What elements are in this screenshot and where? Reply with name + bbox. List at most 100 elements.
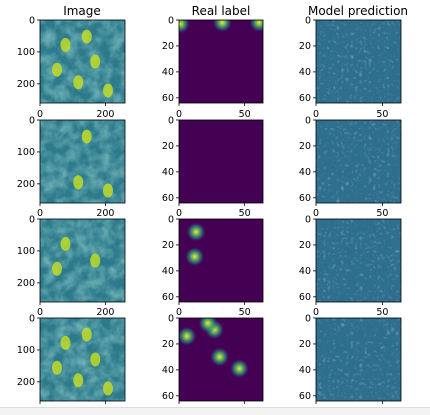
panel-label-row-1: 0 20 40 60 (162, 15, 264, 106)
x-tick-label: 0 (313, 109, 319, 120)
y-tick-label: 200 (17, 278, 35, 289)
image-bright-region (81, 129, 92, 144)
y-tick-label: 40 (162, 266, 174, 277)
image-bright-region (81, 29, 92, 44)
y-tick-label: 0 (29, 115, 35, 126)
panel-frame (39, 19, 126, 104)
y-tick-label: 20 (299, 240, 311, 251)
y-tick-label: 0 (168, 115, 174, 126)
y-tick-label: 0 (305, 313, 311, 324)
image-bright-region (90, 253, 101, 268)
x-tick-label: 0 (176, 109, 182, 120)
y-tick-label: 200 (17, 377, 35, 388)
y-tick-label: 0 (305, 214, 311, 225)
panel-image-row-3: 0 100 200 0 200 (17, 208, 126, 305)
image-texture (40, 219, 125, 302)
x-tick-label: 0 (313, 208, 319, 219)
x-tick-label: 50 (376, 307, 388, 318)
panel-frame (39, 218, 126, 303)
x-tick-label: 0 (176, 307, 182, 318)
panel-label-row-3: 0 20 40 60 0 50 (162, 208, 264, 305)
x-tick-label: 200 (96, 208, 114, 219)
prediction-highlights (316, 219, 401, 302)
x-tick-label: 50 (239, 307, 251, 318)
y-tick-label: 60 (162, 93, 174, 104)
column-title-model-prediction: Model prediction (308, 4, 408, 18)
image-bright-region (60, 236, 71, 251)
y-tick-label: 40 (299, 266, 311, 277)
y-tick-label: 0 (29, 313, 35, 324)
y-tick-label: 60 (162, 391, 174, 402)
y-tick-label: 40 (299, 167, 311, 178)
panel-image-row-1: 0 100 200 (17, 15, 126, 106)
density-blob (179, 20, 191, 34)
prediction-highlights (316, 318, 401, 401)
y-tick-label: 100 (17, 47, 35, 58)
y-tick-label: 60 (299, 391, 311, 402)
y-tick-label: 60 (299, 193, 311, 204)
y-tick-label: 40 (162, 67, 174, 78)
panel-frame (178, 119, 264, 204)
x-tick-label: 50 (376, 208, 388, 219)
image-bright-region (73, 75, 84, 90)
x-tick-label: 0 (313, 307, 319, 318)
panel-prediction-row-4: 0 20 40 60 0 50 (299, 307, 402, 404)
x-tick-label: 0 (37, 109, 43, 120)
y-tick-label: 0 (29, 214, 35, 225)
y-tick-label: 100 (17, 345, 35, 356)
y-tick-label: 60 (299, 93, 311, 104)
panel-label-row-4: 0 20 40 60 0 50 (162, 307, 264, 404)
x-tick-label: 0 (37, 307, 43, 318)
image-bright-region (103, 83, 113, 98)
column-title-image: Image (63, 4, 101, 18)
y-tick-label: 20 (299, 41, 311, 52)
x-tick-label: 50 (239, 109, 251, 120)
y-tick-label: 40 (299, 67, 311, 78)
label-background (179, 20, 263, 103)
y-tick-label: 200 (17, 79, 35, 90)
image-bright-region (52, 62, 62, 77)
horizontal-scrollbar[interactable] (0, 407, 430, 415)
panel-frame (178, 218, 264, 303)
image-bright-region (52, 261, 62, 276)
y-tick-label: 0 (168, 15, 174, 26)
image-bright-region (73, 175, 84, 190)
y-tick-label: 40 (299, 365, 311, 376)
image-bright-region (103, 183, 113, 198)
panel-label-row-2: 0 20 40 60 0 50 (162, 109, 264, 206)
y-tick-label: 60 (162, 193, 174, 204)
panel-frame (315, 19, 402, 104)
panel-prediction-row-1: 0 20 40 60 (299, 15, 402, 106)
x-tick-label: 200 (96, 109, 114, 120)
image-bright-region (73, 373, 84, 388)
y-tick-label: 20 (162, 41, 174, 52)
panel-frame (178, 317, 264, 402)
y-tick-label: 200 (17, 179, 35, 190)
panel-prediction-row-2: 0 20 40 60 0 50 (299, 109, 402, 206)
y-tick-label: 40 (162, 167, 174, 178)
image-bright-region (52, 360, 62, 375)
image-bright-region (60, 37, 71, 52)
density-blob (212, 20, 233, 33)
y-tick-label: 20 (299, 339, 311, 350)
density-blob (209, 346, 230, 367)
density-blob (197, 318, 218, 334)
density-blob (179, 326, 197, 347)
y-tick-label: 60 (162, 292, 174, 303)
panel-frame (39, 119, 126, 204)
density-blob (186, 221, 207, 242)
image-bright-region (81, 327, 92, 342)
panel-frame (315, 317, 402, 402)
density-blob (249, 20, 263, 33)
panel-image-row-2: 0 100 200 0 200 (17, 109, 126, 206)
image-bright-region (90, 54, 101, 69)
y-tick-label: 100 (17, 147, 35, 158)
y-tick-label: 20 (162, 240, 174, 251)
scrollbar-divider (0, 407, 430, 408)
y-tick-label: 20 (299, 141, 311, 152)
x-tick-label: 0 (176, 208, 182, 219)
y-tick-label: 0 (168, 214, 174, 225)
y-tick-label: 0 (305, 15, 311, 26)
y-tick-label: 100 (17, 246, 35, 257)
